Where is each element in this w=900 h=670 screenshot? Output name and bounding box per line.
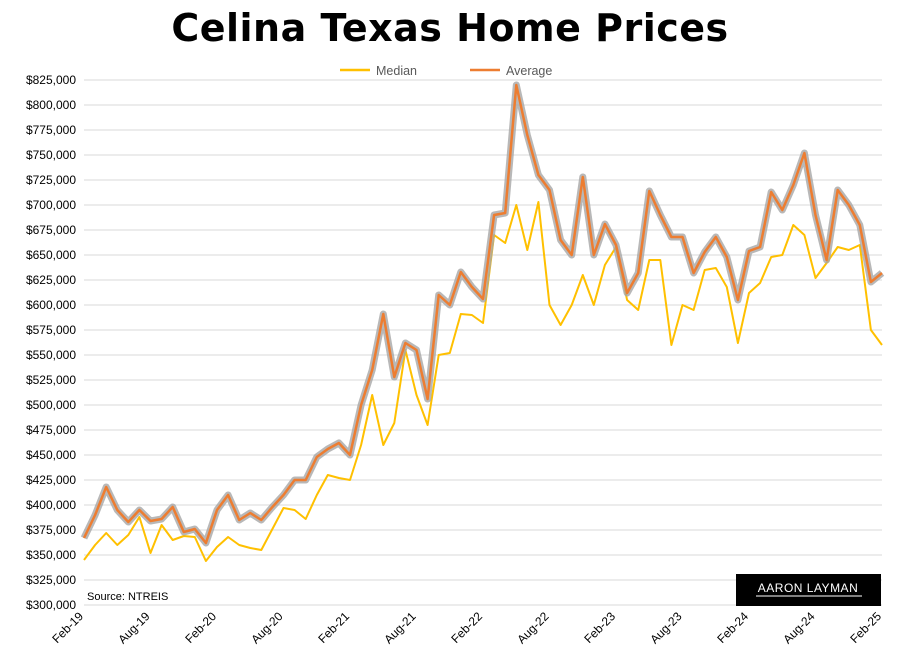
y-tick-label: $350,000 — [26, 548, 76, 562]
legend-average: Average — [470, 64, 552, 78]
x-tick-label: Aug-23 — [647, 609, 684, 646]
x-tick-label: Aug-21 — [381, 609, 418, 646]
legend: Median Average — [340, 64, 552, 78]
y-tick-label: $750,000 — [26, 148, 76, 162]
y-tick-label: $675,000 — [26, 223, 76, 237]
chart-title: Celina Texas Home Prices — [171, 6, 729, 50]
y-tick-label: $600,000 — [26, 298, 76, 312]
y-tick-label: $325,000 — [26, 573, 76, 587]
y-tick-label: $625,000 — [26, 273, 76, 287]
y-tick-label: $650,000 — [26, 248, 76, 262]
y-tick-label: $725,000 — [26, 173, 76, 187]
x-tick-label: Feb-19 — [49, 609, 86, 646]
y-tick-label: $800,000 — [26, 98, 76, 112]
y-tick-label: $825,000 — [26, 73, 76, 87]
y-tick-label: $300,000 — [26, 598, 76, 612]
source-note: Source: NTREIS — [87, 591, 168, 603]
x-tick-label: Aug-24 — [780, 609, 817, 646]
y-tick-label: $775,000 — [26, 123, 76, 137]
x-tick-label: Feb-20 — [182, 609, 219, 646]
series-lines — [80, 81, 885, 562]
y-tick-label: $475,000 — [26, 423, 76, 437]
x-tick-label: Feb-25 — [847, 609, 884, 646]
x-tick-label: Feb-23 — [581, 609, 618, 646]
y-tick-label: $400,000 — [26, 498, 76, 512]
series-line-average — [82, 83, 883, 545]
y-tick-label: $575,000 — [26, 323, 76, 337]
x-tick-label: Aug-20 — [248, 609, 285, 646]
y-tick-label: $700,000 — [26, 198, 76, 212]
legend-label: Average — [506, 64, 552, 78]
y-tick-label: $500,000 — [26, 398, 76, 412]
y-tick-label: $550,000 — [26, 348, 76, 362]
x-tick-label: Aug-22 — [514, 609, 551, 646]
watermark-text: AARON LAYMAN — [758, 581, 858, 595]
y-tick-label: $525,000 — [26, 373, 76, 387]
watermark-logo: AARON LAYMAN — [736, 574, 881, 606]
series-line-median — [83, 201, 883, 562]
x-tick-label: Aug-19 — [115, 609, 152, 646]
legend-label: Median — [376, 64, 417, 78]
legend-median: Median — [340, 64, 417, 78]
series-line-average-shadow — [80, 81, 885, 547]
watermark-box — [736, 574, 881, 606]
x-axis: Feb-19 Aug-19 Feb-20 Aug-20 Feb-21 Aug-21 Feb-… — [49, 609, 884, 646]
x-tick-label: Feb-22 — [448, 609, 485, 646]
y-tick-label: $425,000 — [26, 473, 76, 487]
y-tick-label: $375,000 — [26, 523, 76, 537]
y-tick-label: $450,000 — [26, 448, 76, 462]
x-tick-label: Feb-21 — [315, 609, 352, 646]
x-tick-label: Feb-24 — [714, 609, 751, 646]
y-axis: $300,000 $325,000 $350,000 $375,000 $400,000… — [26, 73, 76, 612]
gridlines — [84, 79, 882, 606]
